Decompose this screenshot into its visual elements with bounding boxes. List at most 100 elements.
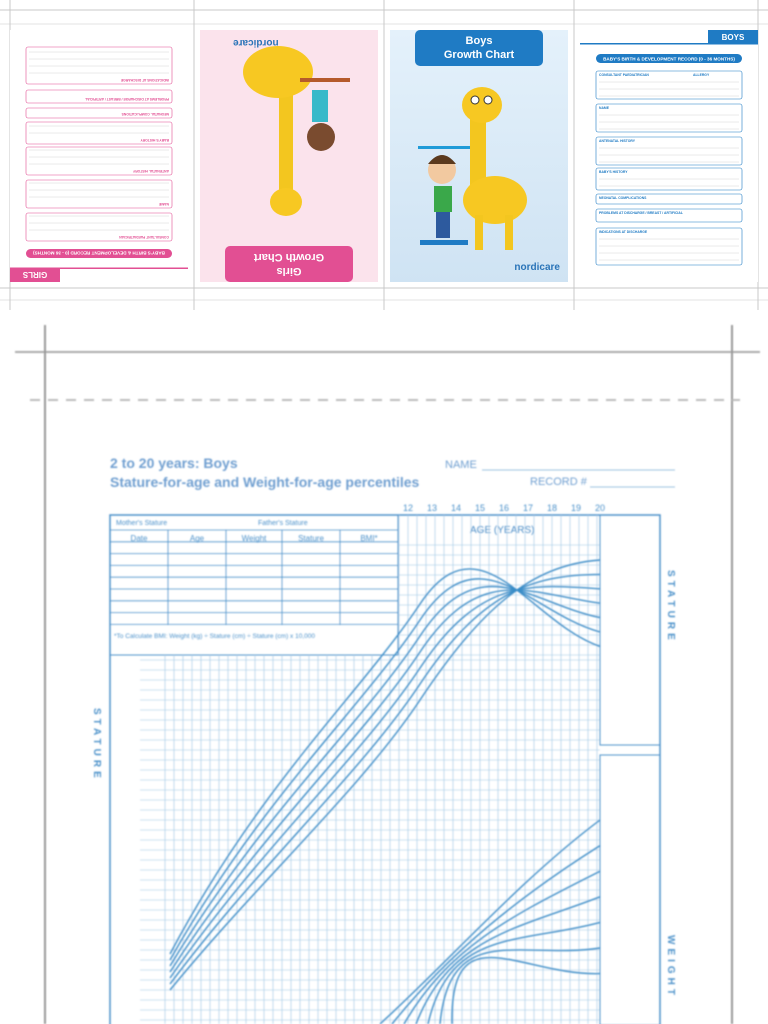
cover-title: Girls	[276, 265, 301, 277]
section-label: NAME	[158, 202, 169, 206]
form-section	[595, 193, 743, 205]
form-section	[25, 89, 173, 104]
bmi-note: *To Calculate BMI: Weight (kg) ÷ Stature…	[114, 633, 315, 640]
weight-curve	[415, 896, 601, 1024]
table-header: Age	[190, 534, 205, 543]
form-section	[25, 212, 173, 242]
title-pill	[26, 249, 172, 258]
table-header: Weight	[242, 534, 268, 543]
section-label: CONSULTANT PAEDIATRICIAN	[599, 73, 649, 77]
age-label: 16	[499, 503, 509, 513]
table-header: Date	[131, 534, 148, 543]
giraffe-head	[462, 87, 502, 123]
scale	[420, 240, 468, 245]
form-section	[595, 103, 743, 133]
name-label: NAME	[445, 459, 477, 471]
title-box	[415, 30, 543, 66]
axis-title: STATURE	[91, 708, 102, 782]
form-section	[25, 179, 173, 209]
form-section	[595, 136, 743, 166]
giraffe-head	[270, 188, 302, 216]
form-section	[595, 208, 743, 223]
form-header: BOYS	[722, 33, 745, 42]
section-label: NEONATAL COMPLICATIONS	[599, 196, 647, 200]
age-label: 19	[571, 503, 581, 513]
giraffe-body	[463, 176, 527, 224]
panel	[10, 30, 188, 282]
section-label: ANTENATAL HISTORY	[599, 139, 636, 143]
form-section	[25, 121, 173, 145]
child-shirt	[434, 186, 452, 212]
chart-title: 2 to 20 years: Boys	[110, 455, 238, 471]
chart-subtitle: Stature-for-age and Weight-for-age perce…	[110, 474, 420, 490]
eye	[483, 95, 493, 105]
eye	[470, 95, 480, 105]
form-header: GIRLS	[22, 270, 47, 279]
giraffe-body	[243, 46, 313, 98]
girls-form: GIRLS BABY'S BIRTH & DEVELOPMENT RECORD (…	[10, 30, 188, 282]
record-label: RECORD #	[530, 476, 588, 488]
section-label: PROBLEMS AT DISCHARGE / BREAST / ARTIFIC…	[85, 97, 169, 101]
cover-title: Boys	[466, 35, 493, 47]
weight-curve	[451, 956, 601, 1024]
title-pill	[596, 54, 742, 63]
section-label: BABY'S HISTORY	[140, 138, 169, 142]
cover-title: Growth Chart	[254, 251, 325, 263]
form-section	[595, 70, 743, 100]
age-label: AGE (YEARS)	[470, 525, 534, 536]
form-section	[595, 167, 743, 191]
growth-chart-page: 2 to 20 years: Boys Stature-for-age and …	[15, 325, 760, 1024]
section-label: INDICATIONS AT DISCHARGE	[599, 230, 648, 234]
age-label: 17	[523, 503, 533, 513]
section-label: ANTENATAL HISTORY	[132, 169, 169, 173]
weight-curve	[439, 947, 601, 1024]
stature-curve	[169, 559, 601, 991]
table-header: BMI*	[360, 534, 377, 543]
form-title: BABY'S BIRTH & DEVELOPMENT RECORD (0 - 3…	[33, 251, 165, 256]
girls-cover: Girls Growth Chart nordicare	[200, 30, 378, 282]
giraffe-neck	[279, 72, 293, 192]
section-label: NAME	[599, 106, 610, 110]
section-label: NEONATAL COMPLICATIONS	[121, 112, 169, 116]
header-tab	[708, 30, 758, 44]
axis-title: STATURE	[665, 570, 676, 644]
child-body	[312, 90, 328, 122]
right-scale	[599, 514, 661, 746]
stature-curve	[169, 568, 601, 955]
weight-curve	[391, 845, 601, 1024]
brand: nordicare	[233, 37, 279, 48]
stature-curve	[169, 589, 601, 973]
table-header: Stature	[298, 534, 324, 543]
form-section	[595, 227, 743, 266]
scale	[300, 78, 350, 82]
height-bar	[418, 146, 478, 149]
header-tab	[10, 268, 60, 282]
weight-curve	[403, 870, 601, 1024]
brand: nordicare	[514, 262, 560, 273]
boys-form: BOYS BABY'S BIRTH & DEVELOPMENT RECORD (0…	[580, 30, 758, 282]
right-scale	[599, 754, 661, 1024]
weight-curve	[379, 819, 601, 1024]
header-rule	[580, 43, 758, 45]
child-hair	[428, 155, 456, 164]
axis-title: WEIGHT	[665, 935, 676, 999]
boys-cover: Boys Growth Chart nordicare	[390, 30, 568, 282]
form-title: BABY'S BIRTH & DEVELOPMENT RECORD (0 - 3…	[603, 57, 735, 62]
age-label: 12	[403, 503, 413, 513]
panel	[580, 30, 758, 282]
age-label: 20	[595, 503, 605, 513]
father-label: Father's Stature	[258, 520, 308, 527]
stature-curve	[169, 585, 601, 979]
weight-curve	[427, 921, 601, 1024]
age-label: 15	[475, 503, 485, 513]
section-label: PROBLEMS AT DISCHARGE / BREAST / ARTIFIC…	[599, 211, 683, 215]
header-rule	[10, 267, 188, 269]
cover-title: Growth Chart	[444, 49, 515, 61]
giraffe-leg	[475, 215, 483, 250]
section-label: INDICATIONS AT DISCHARGE	[120, 78, 169, 82]
form-section	[25, 107, 173, 119]
child-pants	[436, 212, 450, 238]
child-head	[307, 123, 335, 151]
